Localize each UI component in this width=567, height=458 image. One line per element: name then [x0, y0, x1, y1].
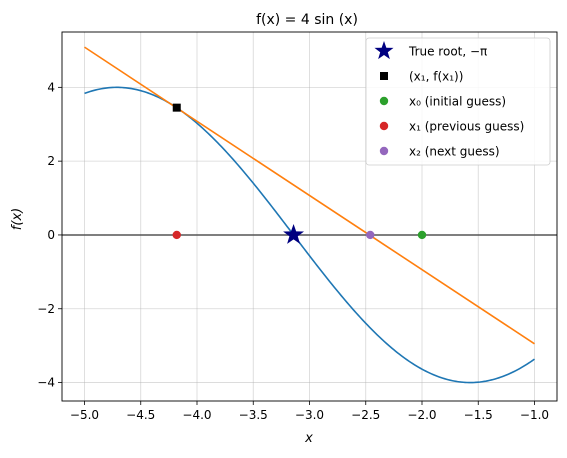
- marker-root: [283, 223, 305, 244]
- legend-label: x₁ (previous guess): [409, 120, 524, 134]
- legend-item-tangent-point: (x₁, f(x₁)): [380, 70, 463, 84]
- x-tick-label: −2.0: [407, 408, 436, 422]
- x-tick-label: −1.5: [464, 408, 493, 422]
- plot-content: [62, 46, 557, 384]
- x-tick-label: −4.5: [126, 408, 155, 422]
- legend-item-x2: x₂ (next guess): [379, 145, 500, 159]
- legend-label: x₂ (next guess): [409, 145, 500, 159]
- marker-x0: [417, 230, 427, 240]
- marker-x2: [366, 230, 375, 240]
- legend-marker: [379, 121, 389, 131]
- x-tick-label: −1.0: [520, 408, 549, 422]
- x-tick-label: −2.5: [351, 408, 380, 422]
- x-tick-label: −3.5: [239, 408, 268, 422]
- x-axis-label: x: [304, 431, 313, 446]
- legend-box: [365, 37, 551, 166]
- y-tick-label: 0: [47, 228, 55, 242]
- legend-label: (x₁, f(x₁)): [409, 70, 463, 84]
- x-tick-label: −3.0: [295, 408, 324, 422]
- legend-marker: [374, 41, 394, 60]
- x-tick-label: −4.0: [182, 408, 211, 422]
- legend-item-x0: x₀ (initial guess): [379, 95, 506, 109]
- marker-x1: [172, 230, 181, 240]
- legend-item-x1: x₁ (previous guess): [379, 120, 524, 134]
- marker-tangent-point: [172, 103, 181, 112]
- y-tick-label: −2: [37, 302, 55, 316]
- tangent-line: [84, 46, 535, 345]
- y-tick-label: 2: [47, 154, 55, 168]
- axis-ticks: −5.0 −4.5 −4.0 −3.5 −3.0 −2.5 −2.0 −1.5 −1.0 −4 −2…: [37, 80, 549, 422]
- legend-label: x₀ (initial guess): [409, 95, 506, 109]
- legend-marker: [380, 72, 388, 80]
- legend-item-root: True root, −π: [374, 41, 487, 60]
- legend-label: True root, −π: [408, 45, 487, 59]
- y-tick-label: −4: [37, 376, 55, 390]
- y-tick-label: 4: [47, 80, 55, 94]
- chart-title: f(x) = 4 sin (x): [256, 12, 358, 28]
- x-tick-label: −5.0: [70, 408, 99, 422]
- function-curve: [84, 86, 535, 384]
- legend: True root, −π (x₁, f(x₁)) x₀ (initial gues…: [365, 37, 551, 166]
- y-axis-label: f(x): [10, 208, 25, 230]
- legend-marker: [379, 96, 389, 106]
- legend-marker: [379, 146, 389, 156]
